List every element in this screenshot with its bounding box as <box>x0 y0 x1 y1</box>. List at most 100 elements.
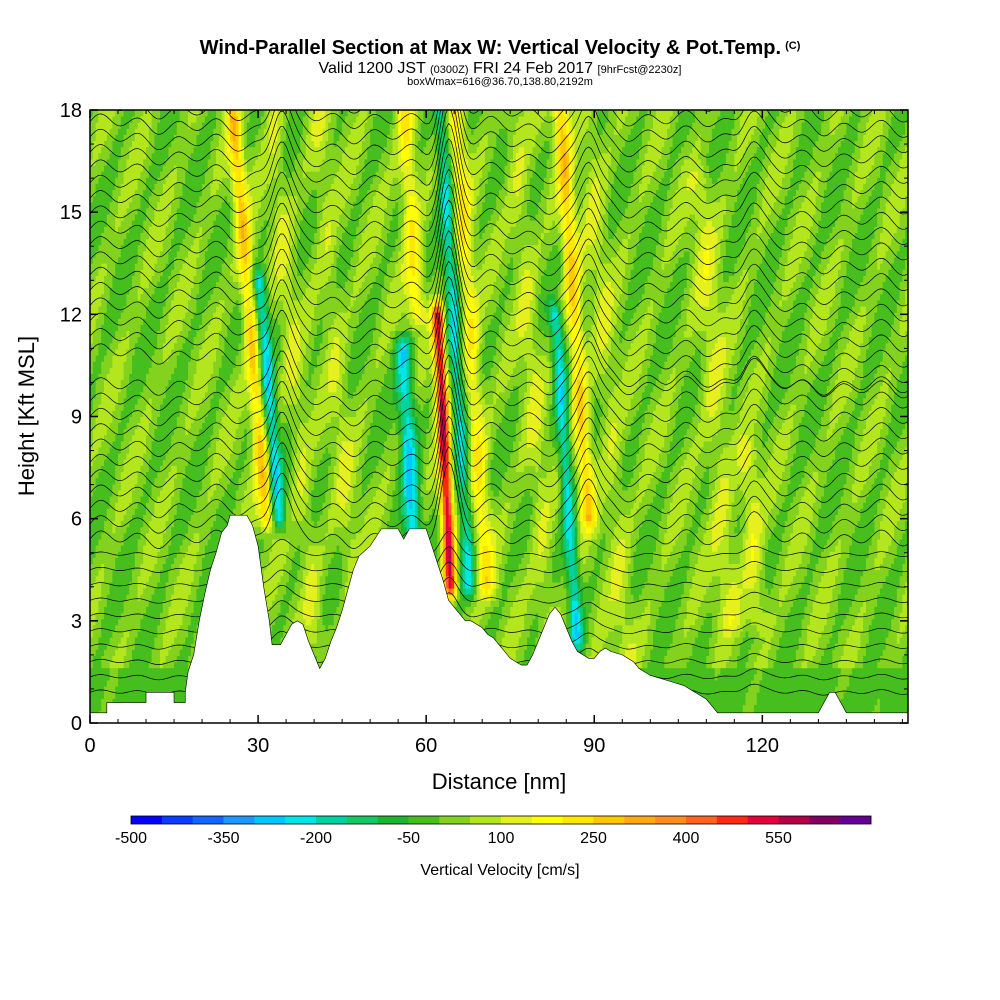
heat-cell <box>146 680 150 687</box>
heat-cell <box>123 110 127 117</box>
heat-cell <box>151 490 155 497</box>
heat-cell <box>151 447 155 454</box>
heat-cell <box>98 551 102 558</box>
heat-cell <box>165 275 169 283</box>
heat-cell <box>129 661 133 669</box>
heat-cell <box>95 140 99 148</box>
heat-cell <box>146 208 150 215</box>
heat-cell <box>104 110 108 117</box>
heat-cell <box>176 643 181 650</box>
heat-cell <box>123 410 127 417</box>
heat-cell <box>140 220 144 227</box>
heat-cell <box>174 502 178 509</box>
heat-cell <box>179 367 183 374</box>
heat-cell <box>227 502 231 509</box>
heat-cell <box>137 116 141 123</box>
heat-cell <box>165 557 169 565</box>
heat-cell <box>154 483 158 491</box>
heat-cell <box>179 520 183 528</box>
heat-cell <box>207 416 211 424</box>
heat-cell <box>182 250 186 258</box>
heat-cell <box>213 459 217 466</box>
heat-cell <box>123 318 127 325</box>
heat-cell <box>162 471 167 479</box>
heat-cell <box>98 698 102 706</box>
heat-cell <box>123 306 127 313</box>
heat-cell <box>160 422 164 430</box>
heat-cell <box>154 293 158 301</box>
heat-cell <box>148 122 153 129</box>
heat-cell <box>196 520 200 528</box>
heat-cell <box>165 398 169 405</box>
heat-cell <box>148 287 153 295</box>
heat-cell <box>134 496 139 503</box>
heat-cell <box>176 624 181 632</box>
heat-cell <box>112 655 116 663</box>
heat-cell <box>179 287 183 295</box>
heat-cell <box>143 244 147 252</box>
heat-cell <box>160 110 164 117</box>
heat-cell <box>98 582 102 589</box>
heat-cell <box>120 569 125 577</box>
heat-cell <box>151 336 155 344</box>
heat-cell <box>185 434 189 442</box>
heat-cell <box>106 244 111 252</box>
heat-cell <box>207 189 211 197</box>
heat-cell <box>132 575 136 583</box>
heat-cell <box>179 612 183 620</box>
heat-cell <box>171 306 175 313</box>
heat-cell <box>210 275 214 283</box>
heat-cell <box>92 673 96 681</box>
heat-cell <box>148 257 153 264</box>
heat-cell <box>204 416 209 424</box>
heat-cell <box>179 588 183 595</box>
heat-cell <box>132 434 136 442</box>
heat-cell <box>168 490 172 497</box>
heat-cell <box>157 269 161 276</box>
heat-cell <box>129 649 133 656</box>
heat-cell <box>115 514 119 522</box>
heat-cell <box>224 208 228 215</box>
heat-cell <box>174 508 178 515</box>
heat-cell <box>120 367 125 374</box>
heat-cell <box>188 238 192 246</box>
heat-cell <box>193 293 197 301</box>
heat-cell <box>174 122 178 129</box>
heat-cell <box>129 373 133 381</box>
heat-cell <box>179 159 183 166</box>
heat-cell <box>218 110 223 117</box>
heat-cell <box>115 367 119 374</box>
heat-cell <box>165 520 169 528</box>
heat-cell <box>140 189 144 197</box>
heat-cell <box>95 391 99 399</box>
heat-cell <box>98 477 102 485</box>
heat-cell <box>132 471 136 479</box>
heat-cell <box>171 600 175 607</box>
heat-cell <box>204 428 209 436</box>
heat-cell <box>174 557 178 565</box>
heat-cell <box>196 404 200 411</box>
heat-cell <box>104 177 108 184</box>
heat-cell <box>90 502 94 509</box>
heat-cell <box>112 312 116 319</box>
heat-cell <box>104 569 108 577</box>
heat-cell <box>193 600 197 607</box>
heat-cell <box>126 526 130 534</box>
heat-cell <box>188 134 192 142</box>
heat-cell <box>92 539 96 546</box>
heat-cell <box>176 582 181 589</box>
heat-cell <box>126 588 130 595</box>
heat-cell <box>92 520 96 528</box>
heat-cell <box>218 140 223 148</box>
heat-cell <box>98 704 102 712</box>
heat-cell <box>202 373 206 381</box>
heat-cell <box>134 532 139 540</box>
heat-cell <box>134 465 139 473</box>
heat-cell <box>207 391 211 399</box>
heat-cell <box>188 385 192 393</box>
heat-cell <box>143 336 147 344</box>
heat-cell <box>112 244 116 252</box>
heat-cell <box>165 116 169 123</box>
heat-cell <box>162 269 167 276</box>
heat-cell <box>109 416 113 424</box>
